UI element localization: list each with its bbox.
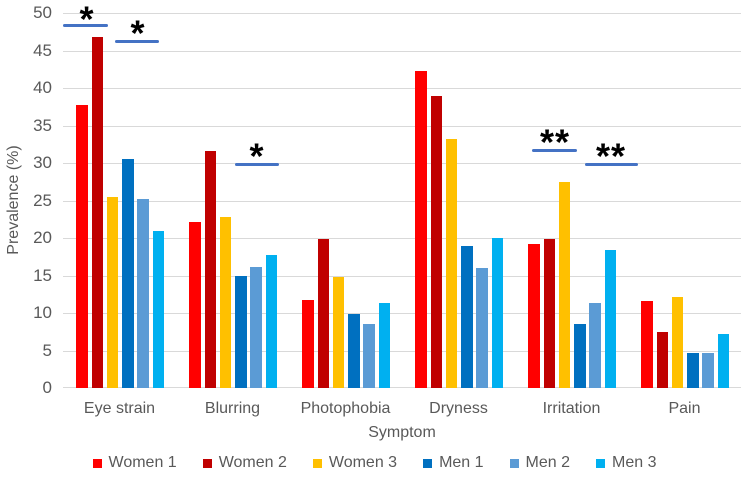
category-label-irritation: Irritation: [542, 400, 601, 417]
significance-star-2: *: [130, 12, 146, 54]
legend-swatch-icon: [312, 458, 322, 468]
bar-men-2-irritation: [589, 302, 601, 388]
gridline-y-35: [63, 126, 741, 127]
gridline-y-5: [63, 351, 741, 352]
bar-women-1-irritation: [528, 244, 540, 388]
y-tick-label-45: 45: [33, 40, 52, 60]
gridline-y-20: [63, 238, 741, 239]
category-label-blurring: Blurring: [204, 400, 261, 417]
bar-men-3-blurring: [265, 255, 278, 388]
gridline-y-50: [63, 13, 741, 14]
significance-star-1: *: [79, 0, 95, 40]
bar-men-1-pain: [687, 352, 699, 388]
y-tick-label-40: 40: [33, 78, 52, 97]
bar-women-3-irritation: [558, 181, 571, 388]
legend-item-men-1: Men 1: [423, 454, 484, 472]
legend-swatch-icon: [202, 458, 212, 468]
legend-item-women-3: Women 3: [312, 454, 398, 472]
y-tick-label-10: 10: [33, 303, 52, 322]
bar-men-2-photophobia: [363, 323, 375, 388]
bar-women-3-photophobia: [332, 277, 345, 388]
gridline-y-10: [63, 313, 741, 314]
bar-women-2-photophobia: [317, 238, 329, 388]
legend-swatch-icon: [596, 458, 606, 468]
gridline-y-45: [63, 51, 741, 52]
significance-line-2: [115, 40, 159, 43]
bar-men-3-photophobia: [378, 303, 391, 388]
legend-swatch-icon: [92, 458, 102, 468]
bar-men-2-eye-strain: [137, 199, 149, 388]
significance-line-4: [532, 149, 577, 152]
bar-women-2-pain: [656, 331, 668, 388]
bar-men-3-eye-strain: [152, 230, 165, 388]
bar-women-1-pain: [641, 301, 653, 388]
gridline-y-0: [63, 387, 741, 388]
bar-men-3-irritation: [604, 250, 617, 388]
y-tick-label-5: 5: [42, 340, 52, 360]
category-label-photophobia: Photophobia: [300, 400, 391, 417]
bar-women-2-eye-strain: [91, 37, 103, 388]
legend-swatch-icon: [423, 458, 433, 468]
bar-women-1-eye-strain: [76, 104, 88, 388]
gridline-y-15: [63, 276, 741, 277]
bar-men-3-dryness: [491, 238, 504, 388]
category-label-pain: Pain: [668, 400, 701, 417]
bar-women-3-blurring: [219, 217, 232, 388]
y-tick-label-25: 25: [33, 190, 52, 210]
bar-women-2-irritation: [543, 238, 555, 388]
bar-men-1-irritation: [574, 324, 586, 388]
bar-women-3-eye-strain: [106, 196, 119, 388]
legend-label: Men 1: [439, 454, 484, 471]
legend-swatch-icon: [509, 458, 519, 468]
bar-women-3-dryness: [445, 139, 458, 388]
y-tick-label-35: 35: [33, 115, 52, 135]
gridline-y-40: [63, 88, 741, 89]
bar-men-1-dryness: [461, 246, 473, 388]
y-tick-label-50: 50: [33, 3, 52, 22]
legend: Women 1 Women 2 Women 3 Men 1 Men 2 Men 3: [0, 454, 749, 472]
bar-men-2-blurring: [250, 266, 262, 388]
x-axis-title: Symptom: [368, 424, 436, 441]
legend-label: Women 1: [108, 454, 177, 471]
legend-label: Women 2: [218, 454, 287, 471]
legend-label: Men 3: [612, 454, 657, 471]
significance-line-3: [235, 163, 279, 166]
legend-item-women-1: Women 1: [92, 454, 177, 472]
legend-item-women-2: Women 2: [202, 454, 287, 472]
bar-women-1-blurring: [189, 221, 201, 388]
bar-men-1-photophobia: [348, 313, 360, 388]
plot-area: [63, 13, 741, 388]
category-label-dryness: Dryness: [429, 400, 488, 417]
significance-star-4: **: [539, 121, 571, 163]
bar-men-2-dryness: [476, 268, 488, 388]
legend-item-men-3: Men 3: [596, 454, 656, 472]
category-label-eye-strain: Eye strain: [83, 400, 156, 417]
bar-women-1-dryness: [415, 70, 427, 388]
y-tick-label-0: 0: [42, 378, 52, 397]
significance-line-1: [63, 24, 108, 27]
significance-line-5: [585, 163, 638, 166]
gridline-y-30: [63, 163, 741, 164]
y-tick-label-20: 20: [33, 228, 52, 247]
legend-label: Women 3: [328, 454, 398, 471]
bar-women-2-dryness: [430, 96, 442, 388]
bar-women-3-pain: [671, 297, 684, 388]
legend-label: Men 2: [525, 454, 571, 471]
bar-men-1-blurring: [235, 276, 247, 388]
bar-men-3-pain: [717, 334, 730, 388]
gridline-y-25: [63, 201, 741, 202]
bar-women-2-blurring: [204, 151, 216, 388]
significance-star-3: *: [249, 135, 265, 177]
bar-men-2-pain: [702, 352, 714, 388]
bar-men-1-eye-strain: [122, 159, 134, 388]
legend-item-men-2: Men 2: [509, 454, 571, 472]
y-tick-label-30: 30: [33, 153, 52, 172]
y-tick-label-15: 15: [33, 265, 52, 285]
significance-star-5: **: [595, 135, 627, 177]
bar-women-1-photophobia: [302, 300, 314, 388]
